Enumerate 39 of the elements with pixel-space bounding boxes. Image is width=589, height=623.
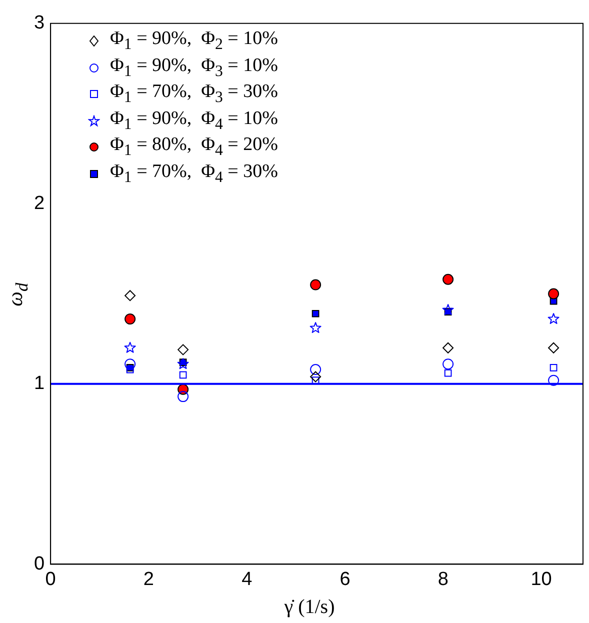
point (179, 371, 187, 379)
point (442, 304, 454, 315)
y-tick-label: 0 (34, 553, 45, 574)
point (124, 290, 136, 302)
point (444, 369, 452, 377)
point (548, 374, 560, 386)
point (310, 322, 322, 333)
legend-label: Φ$_{1}$ = 90%, Φ$_{2}$ = 10% (110, 28, 278, 54)
point (310, 364, 322, 376)
legend-label: Φ$_{1}$ = 90%, Φ$_{4}$ = 10% (110, 108, 278, 134)
y-tick-label: 2 (34, 192, 45, 214)
point (178, 344, 189, 356)
legend-label: Φ$_{1}$ = 70%, Φ$_{3}$ = 30% (110, 81, 278, 108)
x-tick-label: 2 (143, 568, 154, 590)
y-tick-label: 3 (34, 12, 45, 34)
x-tick-label: 6 (340, 568, 350, 590)
point (548, 342, 560, 354)
point (124, 342, 136, 353)
point (548, 288, 560, 300)
point (312, 310, 320, 318)
x-tick-label: 10 (530, 568, 552, 590)
point (442, 274, 454, 285)
point (124, 314, 136, 325)
legend-label: Φ$_{1}$ = 80%, Φ$_{4}$ = 20% (110, 134, 278, 160)
point (124, 358, 136, 370)
legend-label: Φ$_{1}$ = 70%, Φ$_{4}$ = 30% (110, 160, 278, 187)
x-tick-label: 8 (438, 568, 448, 590)
y-tick-label: 1 (34, 373, 45, 394)
point (442, 358, 454, 370)
point (550, 364, 558, 372)
x-tick-label: 4 (242, 568, 253, 590)
point (442, 342, 454, 354)
legend-label: Φ$_{1}$ = 90%, Φ$_{3}$ = 10% (110, 54, 278, 81)
x-axis-title: γ̇ (1/s) (283, 596, 336, 619)
point (178, 391, 189, 402)
point (310, 279, 322, 290)
point (548, 313, 560, 324)
point (177, 358, 189, 370)
point (310, 371, 322, 382)
